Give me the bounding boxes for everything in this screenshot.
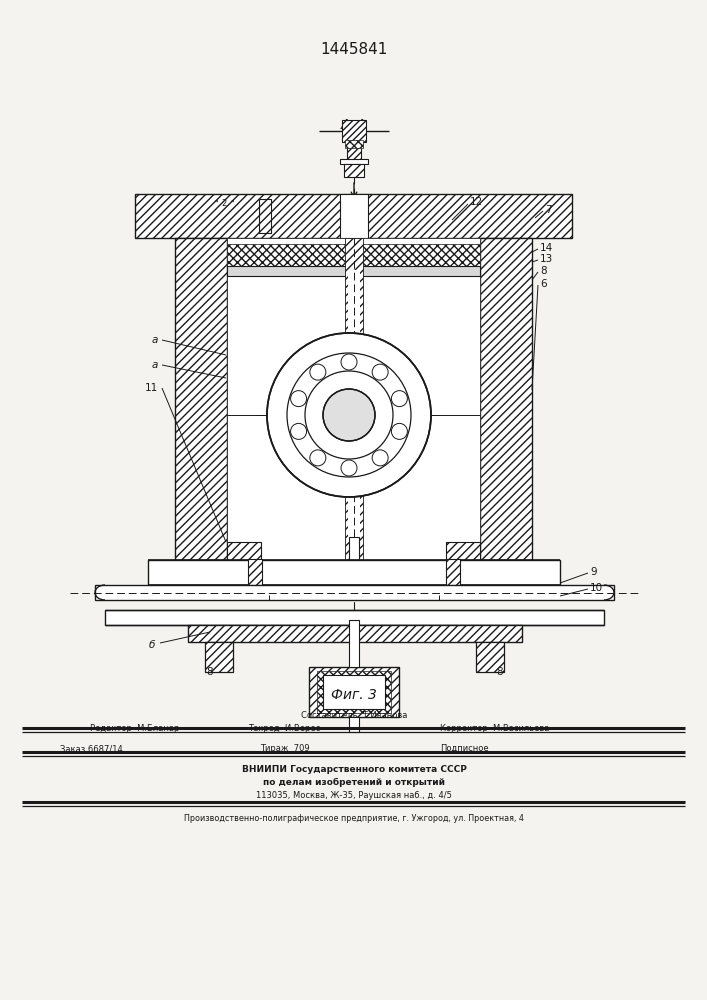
Text: 6: 6 [540,279,547,289]
Circle shape [341,460,357,476]
Circle shape [392,391,407,407]
Bar [340,159,368,164]
Circle shape [323,389,375,441]
Bar [227,244,480,266]
Text: Корректор  М.Васильева: Корректор М.Васильева [440,724,549,733]
Text: Техред  И.Верес: Техред И.Верес [248,724,320,733]
Text: 11: 11 [145,383,158,393]
Bar [345,238,363,560]
Bar [348,270,360,542]
Bar [446,542,480,560]
Text: Редактор  М.Бланар: Редактор М.Бланар [90,724,180,733]
Bar [344,164,364,177]
Text: Фиг. 3: Фиг. 3 [331,688,377,702]
Bar [342,120,366,142]
Text: а: а [151,335,158,345]
Circle shape [267,333,431,497]
Circle shape [341,354,357,370]
Text: Составитель  Т.Иванова: Составитель Т.Иванова [300,710,407,720]
Bar [188,625,522,642]
Circle shape [291,423,307,439]
Bar [340,194,368,238]
Bar [349,620,359,667]
Bar [205,642,233,672]
Bar [95,585,614,600]
Circle shape [287,353,411,477]
Bar [345,140,363,148]
Circle shape [310,364,326,380]
Text: 1445841: 1445841 [320,42,387,57]
Text: 7: 7 [545,205,551,215]
Bar [227,542,261,560]
Bar [446,559,460,585]
Text: Подписное: Подписное [440,744,489,753]
Text: ": " [230,200,234,209]
Bar [323,675,385,709]
Bar [309,667,399,717]
Bar [227,238,480,560]
Bar [480,238,532,560]
Text: 9: 9 [590,567,597,577]
Text: 113035, Москва, Ж-35, Раушская наб., д. 4/5: 113035, Москва, Ж-35, Раушская наб., д. … [256,791,452,800]
Bar [135,194,572,238]
Circle shape [372,364,388,380]
Bar [259,199,271,233]
Bar [347,142,361,160]
Text: Заказ 6687/14: Заказ 6687/14 [60,744,123,753]
Circle shape [305,371,393,459]
Bar [248,559,262,585]
Text: 8: 8 [540,266,547,276]
Text: А–А: А–А [341,118,367,132]
Circle shape [291,391,307,407]
Text: 2: 2 [221,200,227,209]
Circle shape [372,450,388,466]
Text: Производственно-полиграфическое предприятие, г. Ужгород, ул. Проектная, 4: Производственно-полиграфическое предприя… [184,814,524,823]
Text: 13: 13 [540,254,554,264]
Text: Тираж  709: Тираж 709 [260,744,310,753]
Text: 12: 12 [470,197,484,207]
Text: а: а [151,360,158,370]
Text: 14: 14 [540,243,554,253]
Bar [349,717,359,732]
Text: 8: 8 [497,667,503,677]
Bar [349,537,359,560]
Text: по делам изобретений и открытий: по делам изобретений и открытий [263,778,445,787]
Text: б: б [148,640,155,650]
Bar [227,266,480,276]
Bar [175,238,227,560]
Text: 8: 8 [206,667,214,677]
Circle shape [310,450,326,466]
Circle shape [392,423,407,439]
Text: ": " [214,200,218,209]
Bar [476,642,504,672]
Text: 10: 10 [590,583,603,593]
Text: ВНИИПИ Государственного комитета СССР: ВНИИПИ Государственного комитета СССР [242,765,467,774]
Bar [317,671,391,713]
Bar [148,560,560,585]
Bar [105,610,604,625]
